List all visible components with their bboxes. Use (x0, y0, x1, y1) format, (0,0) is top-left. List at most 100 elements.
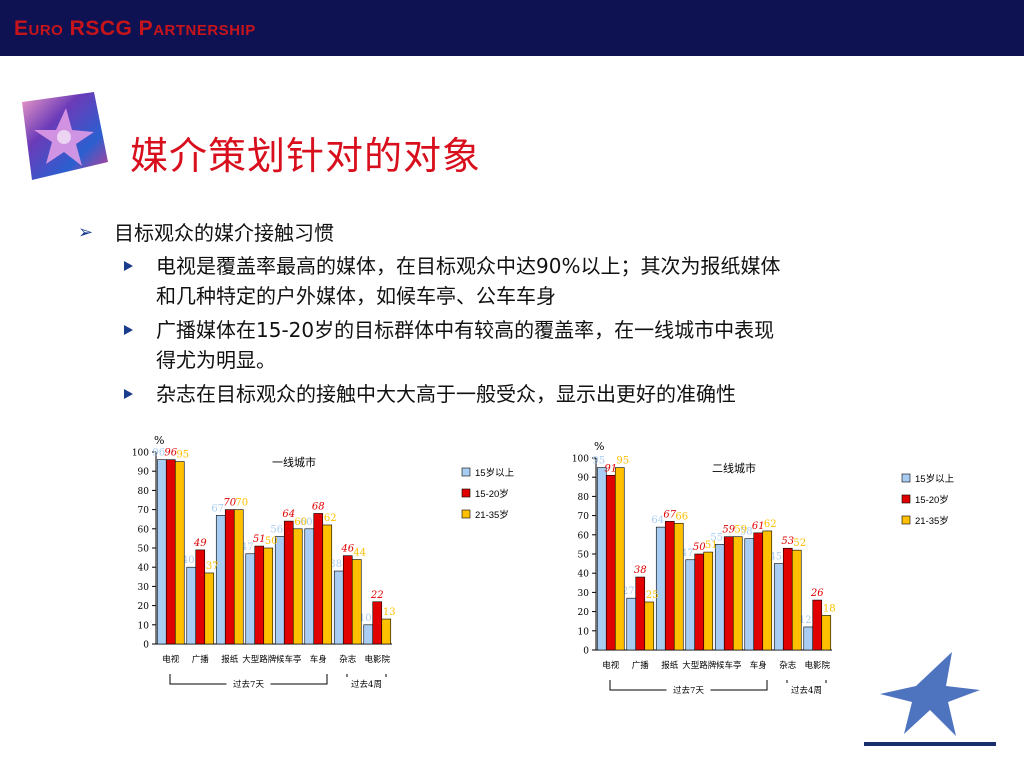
group-label: 过去4周 (791, 685, 822, 696)
group-label: 过去4周 (351, 679, 382, 690)
bullet-line: 得尤为明显。 (156, 348, 276, 372)
data-label: 62 (764, 519, 777, 530)
category-label: 车身 (310, 654, 327, 665)
data-label: 66 (675, 511, 688, 522)
data-label: 10 (359, 613, 372, 624)
y-tick-label: 80 (138, 487, 150, 497)
bar (664, 521, 675, 651)
data-label: 67 (211, 503, 224, 514)
bar (245, 553, 256, 645)
data-label: 59 (722, 525, 735, 536)
data-label: 40 (182, 555, 195, 566)
bullet-line: 电视是覆盖率最高的媒体，在目标观众中达90%以上；其次为报纸媒体 (156, 254, 781, 278)
bullet-line: 广播媒体在15-20岁的目标群体中有较高的覆盖率，在一线城市中表现 (156, 318, 775, 342)
data-label: 96 (152, 448, 165, 459)
slide-title: 媒介策划针对的对象 (130, 134, 482, 178)
legend-label: 15岁以上 (475, 467, 515, 479)
category-label: 电影院 (804, 660, 830, 671)
legend-label: 15岁以上 (915, 473, 955, 485)
bar (215, 515, 226, 645)
chart-svg: % 0 10 20 30 40 50 60 70 80 90 100 二线城市 95 27 64 47 55 58 4… (572, 440, 955, 696)
bar (803, 626, 814, 651)
bar (685, 559, 696, 651)
data-label: 58 (740, 527, 753, 538)
y-tick-label: 50 (138, 545, 150, 555)
data-label: 61 (752, 521, 765, 532)
data-label: 95 (592, 456, 605, 467)
bar (614, 467, 625, 651)
chart-title: 一线城市 (272, 455, 316, 469)
bar (753, 532, 764, 651)
bar (156, 459, 167, 645)
category-label: 车身 (750, 660, 767, 671)
y-tick-label: 70 (138, 506, 150, 516)
data-label: 53 (781, 536, 794, 547)
group-label-bg (784, 683, 829, 696)
y-tick-label: 50 (578, 551, 590, 561)
bar (732, 536, 743, 651)
brand-logo-text: Euro RSCG Partnership (14, 17, 256, 40)
bar (782, 547, 793, 651)
data-label: 51 (705, 540, 718, 551)
group-label-bg (666, 683, 711, 696)
bar (635, 576, 646, 651)
bullet-main: ➢ 目标观众的媒介接触习惯 (78, 215, 978, 251)
legend-label: 21-35岁 (915, 515, 949, 527)
bar (812, 599, 823, 651)
y-tick-label: 90 (138, 468, 150, 478)
data-label: 26 (810, 588, 824, 599)
bar (644, 601, 655, 651)
bar (342, 555, 353, 645)
y-tick-label: 40 (138, 564, 150, 574)
bar (333, 570, 344, 645)
bar (605, 474, 616, 651)
category-label: 杂志 (339, 654, 357, 665)
bar (204, 572, 215, 645)
bar (165, 459, 176, 645)
bar (381, 618, 392, 645)
data-label: 95 (616, 456, 629, 467)
category-label: 报纸 (661, 660, 679, 671)
y-tick-label: 70 (578, 512, 590, 522)
bullet-item: 杂志在目标观众的接触中大大高于一般受众，显示出更好的准确性 (78, 379, 956, 409)
bullet-main-text: 目标观众的媒介接触习惯 (114, 221, 334, 245)
bar (195, 549, 206, 645)
data-label: 64 (282, 509, 295, 520)
bar (694, 553, 705, 651)
category-label: 广播 (632, 660, 650, 671)
triangle-bullet-icon (124, 325, 133, 335)
bar (274, 536, 285, 645)
data-label: 96 (164, 448, 177, 459)
data-label: 47 (241, 542, 254, 553)
data-label: 62 (324, 513, 337, 524)
arrow-bullet-icon: ➢ (78, 222, 94, 243)
y-tick-label: 0 (583, 647, 589, 657)
legend-swatch (461, 488, 471, 498)
category-label: 候车亭 (716, 660, 742, 671)
y-tick-label: 30 (578, 589, 590, 599)
data-label: 13 (383, 607, 396, 618)
bar (723, 536, 734, 651)
starfish-logo-icon (14, 92, 110, 182)
category-label: 报纸 (221, 654, 239, 665)
category-label: 电视 (602, 660, 620, 671)
triangle-bullet-icon (124, 261, 133, 271)
bar (626, 597, 637, 651)
bullet-line: 杂志在目标观众的接触中大大高于一般受众，显示出更好的准确性 (156, 382, 736, 406)
category-label: 大型路牌 (682, 660, 717, 671)
category-label: 候车亭 (276, 654, 302, 665)
category-label: 广播 (192, 654, 210, 665)
bullet-item: 电视是覆盖率最高的媒体，在目标观众中达90%以上；其次为报纸媒体 和几种特定的户… (78, 251, 956, 311)
chart-tier1-cities: % 0 10 20 30 40 50 60 70 80 90 100 一线城市 96 40 67 47 56 60 3… (120, 432, 540, 692)
bar (186, 566, 197, 645)
group-label: 过去7天 (673, 685, 704, 696)
y-tick-label: 20 (578, 608, 590, 618)
chart-svg: % 0 10 20 30 40 50 60 70 80 90 100 一线城市 96 40 67 47 56 60 3… (132, 434, 515, 690)
y-tick-label: 40 (578, 570, 590, 580)
data-label: 25 (646, 590, 659, 601)
data-label: 55 (710, 532, 723, 543)
bar (703, 551, 714, 651)
data-label: 52 (793, 538, 806, 549)
bar (304, 528, 315, 645)
bullet-list: ➢ 目标观众的媒介接触习惯 电视是覆盖率最高的媒体，在目标观众中达90%以上；其… (78, 215, 978, 413)
